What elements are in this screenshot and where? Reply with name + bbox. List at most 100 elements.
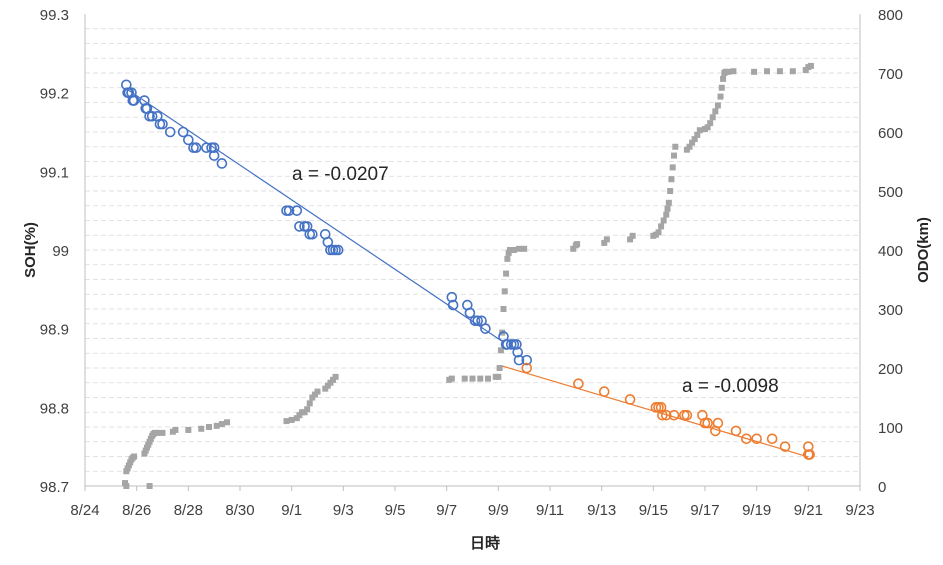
odo-point xyxy=(172,426,179,433)
odo-point xyxy=(185,426,192,433)
odo-point xyxy=(691,136,698,143)
odo-point xyxy=(510,247,517,253)
y-tick-label-right: 400 xyxy=(878,243,903,260)
soh-point xyxy=(741,433,752,445)
odo-point xyxy=(704,124,711,131)
odo-point xyxy=(665,199,672,206)
odo-point xyxy=(627,236,634,243)
soh-point xyxy=(804,449,815,460)
y-tick-label-right: 800 xyxy=(878,7,903,24)
soh-point xyxy=(472,315,483,327)
odo-point xyxy=(669,164,676,171)
odo-point xyxy=(696,127,703,134)
y-axis-right-title: ODO(km) xyxy=(915,217,932,283)
soh-point xyxy=(521,362,533,374)
y-tick-label-left: 98.8 xyxy=(40,400,69,417)
trendline xyxy=(125,88,502,341)
soh-point xyxy=(283,205,295,216)
odo-point xyxy=(131,453,138,460)
odo-point xyxy=(807,62,814,69)
soh-point xyxy=(307,228,318,240)
soh-point xyxy=(146,110,158,122)
odo-point xyxy=(601,239,608,246)
y-axis-left-title: SOH(%) xyxy=(22,222,39,278)
odo-point xyxy=(213,422,220,429)
odo-point xyxy=(501,288,508,295)
x-tick-label: 9/13 xyxy=(587,502,616,519)
soh-point xyxy=(779,441,791,452)
odo-point xyxy=(725,68,732,75)
odo-point xyxy=(495,373,502,380)
x-tick-label: 8/24 xyxy=(70,502,99,519)
odo-point xyxy=(574,241,581,248)
soh-point xyxy=(480,323,491,334)
odo-point xyxy=(663,211,670,218)
soh-point xyxy=(291,205,303,216)
odo-point xyxy=(516,245,522,252)
soh-point xyxy=(157,118,168,130)
odo-point xyxy=(154,429,161,436)
soh-point xyxy=(208,150,220,161)
odo-point xyxy=(288,416,295,423)
y-tick-label-right: 300 xyxy=(878,302,903,319)
x-tick-label: 9/17 xyxy=(690,502,719,519)
y-tick-label-right: 500 xyxy=(878,184,903,201)
odo-point xyxy=(198,425,205,432)
slope-annotation-1: a = -0.0207 xyxy=(292,164,389,185)
odo-point xyxy=(720,75,727,82)
odo-point xyxy=(218,421,225,428)
odo-point xyxy=(668,176,675,183)
y-tick-label-right: 200 xyxy=(878,361,903,378)
odo-point xyxy=(469,375,476,382)
x-tick-label: 9/11 xyxy=(536,502,564,519)
odo-point xyxy=(714,102,721,109)
odo-point xyxy=(664,205,671,212)
odo-point xyxy=(694,131,701,138)
soh-point xyxy=(660,409,672,421)
odo-point xyxy=(521,245,528,252)
odo-point xyxy=(717,93,724,100)
odo-point xyxy=(658,223,665,230)
x-tick-label: 8/28 xyxy=(174,502,203,519)
odo-point xyxy=(123,483,130,489)
odo-point xyxy=(712,108,719,115)
odo-point xyxy=(224,419,231,426)
odo-point xyxy=(206,424,212,430)
odo-point xyxy=(709,114,716,121)
soh-point xyxy=(164,126,176,138)
soh-point xyxy=(446,291,458,303)
soh-point xyxy=(447,299,459,311)
soh-point xyxy=(128,95,140,106)
odo-point xyxy=(306,400,313,407)
y-tick-label-left: 99 xyxy=(52,243,69,260)
y-tick-label-left: 98.7 xyxy=(40,479,69,496)
odo-point xyxy=(332,373,339,380)
odo-point xyxy=(485,375,491,382)
soh-point xyxy=(512,346,524,358)
odo-point xyxy=(686,143,693,150)
x-tick-label: 9/15 xyxy=(639,502,668,519)
y-tick-label-right: 700 xyxy=(878,66,903,83)
soh-point xyxy=(710,425,721,437)
odo-point xyxy=(689,139,696,146)
x-tick-label: 9/23 xyxy=(845,502,874,519)
odo-point xyxy=(667,188,674,194)
soh-point xyxy=(657,409,668,421)
odo-point xyxy=(477,375,484,382)
soh-point xyxy=(803,441,814,452)
odo-point xyxy=(764,68,770,75)
soh-point xyxy=(681,409,693,421)
odo-point xyxy=(504,255,511,262)
tick-labels: 8/24 8/26 8/28 8/30 9/1 9/3 9/5 9/7 9/9 9/11 9/13 9… xyxy=(40,7,903,519)
x-tick-label: 8/26 xyxy=(122,502,151,519)
x-tick-label: 9/1 xyxy=(281,502,302,519)
odo-point xyxy=(304,406,311,413)
odo-point xyxy=(660,217,667,224)
soh-point xyxy=(573,378,584,390)
soh-point xyxy=(655,402,667,413)
soh-point xyxy=(766,433,778,445)
soh-point xyxy=(521,354,533,366)
trendlines xyxy=(125,88,809,458)
x-axis-title: 日時 xyxy=(470,534,500,552)
